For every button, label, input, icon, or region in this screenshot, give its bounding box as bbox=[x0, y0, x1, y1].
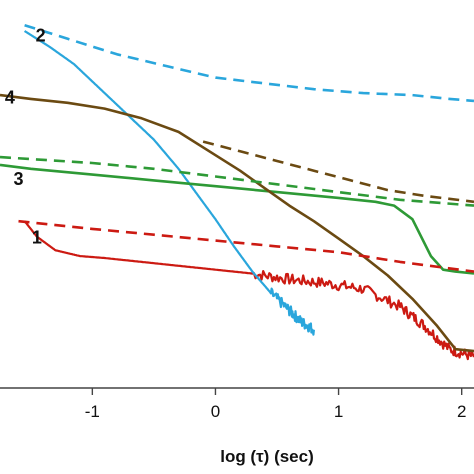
x-tick-labels: -1 0 1 2 bbox=[85, 402, 467, 421]
series-line-4-solid bbox=[0, 93, 474, 353]
plot-area bbox=[0, 23, 474, 361]
curve-label-2: 2 bbox=[36, 26, 46, 46]
x-tick-label-4: 2 bbox=[457, 402, 466, 421]
curve-label-4: 4 bbox=[5, 88, 15, 108]
curve-label-3: 3 bbox=[13, 169, 23, 189]
series-line-6-dashed bbox=[24, 23, 474, 103]
series-line-2-solid bbox=[23, 30, 315, 336]
x-axis-ticks bbox=[91, 388, 463, 395]
series-line-8-dashed bbox=[202, 140, 474, 204]
series-line-3-solid bbox=[0, 163, 474, 275]
curve-label-1: 1 bbox=[32, 227, 42, 247]
x-tick-label-3: 1 bbox=[334, 402, 343, 421]
x-tick-label-2: 0 bbox=[211, 402, 220, 421]
curve-number-labels: 1 2 3 4 bbox=[5, 26, 46, 248]
x-axis-title: log (τ) (sec) bbox=[220, 447, 314, 466]
x-tick-label-1: -1 bbox=[85, 402, 100, 421]
series-line-1-solid bbox=[23, 220, 474, 361]
series-line-7-dashed bbox=[0, 155, 474, 207]
